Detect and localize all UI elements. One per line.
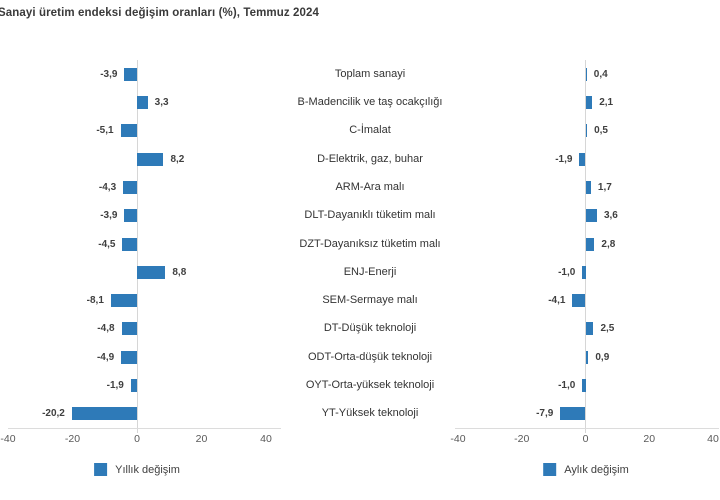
category-label: ODT-Orta-düşük teknoloji [307,350,433,363]
category-label: Toplam sanayi [334,67,406,80]
yearly-value-label: -4,5 [98,238,116,250]
monthly-value-label: 3,6 [603,210,618,222]
yearly-bar [124,209,137,223]
category-label: D-Elektrik, gaz, buhar [317,152,423,165]
x-axis-tick-label: 20 [643,433,656,445]
category-label: C-İmalat [349,124,391,137]
legend-yearly[interactable]: Yıllık değişim [94,463,180,476]
yearly-value-label: -4,9 [96,351,115,363]
monthly-value-label: 0,5 [594,125,608,137]
legend-monthly[interactable]: Aylık değişim [543,463,629,476]
monthly-bar [585,67,587,81]
yearly-bar [137,95,148,109]
yearly-bar [123,180,137,194]
category-label: DLT-Dayanıklı tüketim malı [304,209,436,222]
x-axis-tick-label: 20 [195,433,208,445]
yearly-x-axis-line [8,428,281,429]
monthly-value-label: 2,1 [599,96,614,108]
monthly-bar [585,209,597,223]
monthly-bar [582,379,586,393]
x-axis-tick-label: -40 [0,433,16,445]
category-axis: Toplam sanayi B-Madencilik ve taş ocakçıl… [270,60,470,428]
monthly-value-label: 2,8 [601,238,616,250]
x-axis-tick-label: -40 [450,433,466,445]
yearly-bar [110,294,137,308]
yearly-value-label: 8,2 [170,153,185,165]
monthly-value-label: 1,7 [597,181,612,193]
yearly-value-label: -4,8 [97,323,115,335]
monthly-value-label: -1,0 [558,380,576,392]
yearly-bar [137,265,166,279]
monthly-value-label: 0,4 [593,68,608,80]
monthly-value-label: -7,9 [536,408,554,420]
category-label: ARM-Ara malı [335,180,405,193]
x-axis-tick-label: -20 [64,433,81,445]
monthly-value-label: 0,9 [595,351,610,363]
monthly-value-label: -1,9 [555,153,573,165]
monthly-bar [585,237,595,251]
legend-swatch-icon [94,463,108,476]
yearly-value-label: -20,2 [42,408,65,420]
monthly-bar [585,95,593,109]
yearly-bar [121,322,137,336]
yearly-value-label: -4,3 [98,181,117,193]
yearly-bar [120,124,137,138]
yearly-value-label: -8,1 [86,295,104,307]
yearly-value-label: -5,1 [96,125,114,137]
yearly-value-label: 3,3 [154,96,169,108]
yearly-zero-line [136,60,138,433]
monthly-bar [582,265,586,279]
x-axis-tick-label: -20 [514,433,530,445]
monthly-bar [579,152,586,166]
legend-monthly-label: Aylık değişim [564,463,629,476]
category-label: SEM-Sermaye malı [322,294,418,307]
legend-yearly-label: Yıllık değişim [115,463,180,476]
yearly-value-label: -1,9 [106,380,124,392]
monthly-value-label: -4,1 [548,295,566,307]
yearly-bar [71,407,137,421]
category-label: DZT-Dayanıksız tüketim malı [299,237,441,250]
category-label: B-Madencilik ve taş ocakçılığı [297,95,443,108]
category-label: DT-Düşük teknoloji [323,322,417,335]
monthly-value-label: -1,0 [558,266,576,278]
yearly-bar [122,237,137,251]
yearly-change-chart: -3,9 3,3 -5,1 8,2 -4,3 -3,9 -4,5 8,8 -8,1 -4,8 -4,… [8,60,266,433]
monthly-bar [585,180,591,194]
yearly-value-label: 8,8 [172,266,187,278]
category-label: OYT-Orta-yüksek teknoloji [305,379,435,392]
x-axis-tick-label: 0 [134,433,140,445]
monthly-bar [572,294,586,308]
x-axis-tick-label: 40 [260,433,272,445]
monthly-bar [585,350,589,364]
yearly-bar [137,152,164,166]
x-axis-tick-label: 0 [582,433,589,445]
yearly-bar [124,67,137,81]
category-label: ENJ-Enerji [343,265,397,278]
yearly-value-label: -3,9 [100,210,118,222]
x-axis-tick-label: 40 [707,433,719,445]
monthly-x-axis-line [455,428,719,429]
legend-swatch-icon [543,463,557,476]
monthly-value-label: 2,5 [600,323,615,335]
monthly-bar [585,322,594,336]
yearly-bar [130,379,137,393]
monthly-bar [585,124,588,138]
category-label: YT-Yüksek teknoloji [321,407,419,420]
monthly-change-chart: 0,4 2,1 0,5 -1,9 1,7 3,6 2,8 -1,0 -4,1 2,5 0,9 -1,0… [458,60,713,433]
monthly-bar [560,407,586,421]
yearly-bar [121,350,137,364]
chart-title: Sanayi üretim endeksi değişim oranları (… [0,7,320,19]
yearly-value-label: -3,9 [100,68,118,80]
